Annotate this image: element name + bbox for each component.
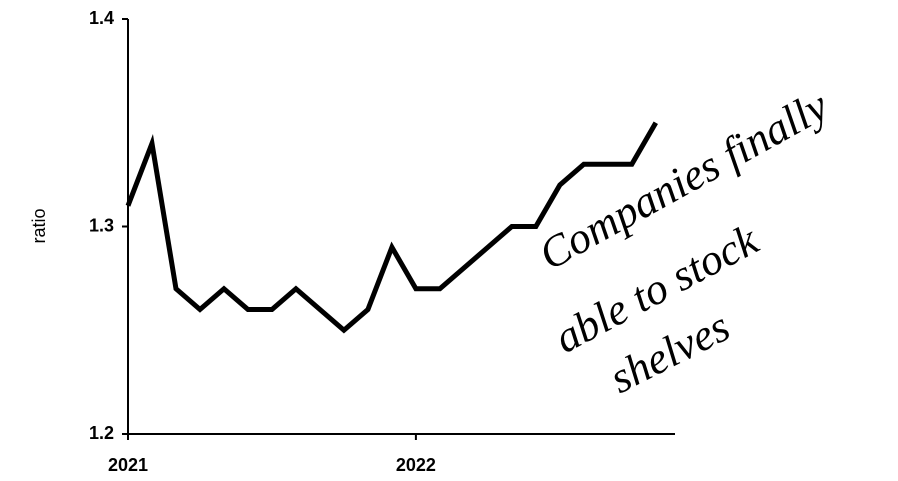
y-tick-label: 1.4 [89,8,114,28]
y-tick-label: 1.2 [89,423,114,443]
x-tick-label: 2021 [108,455,148,475]
x-tick-label: 2022 [396,455,436,475]
y-axis-label: ratio [29,208,49,243]
y-tick-label: 1.3 [89,215,114,235]
line [125,121,658,334]
